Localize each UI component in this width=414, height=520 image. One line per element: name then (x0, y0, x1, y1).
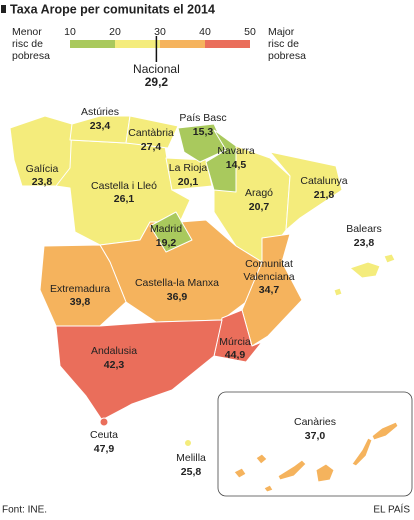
region-value: 23,8 (32, 176, 53, 188)
region-value: 39,8 (70, 296, 91, 308)
legend-low-text: risc de (12, 38, 43, 50)
region (39, 244, 127, 327)
region-value: 21,8 (314, 189, 335, 201)
region-value: 14,5 (226, 159, 247, 171)
labels: Galícia 23,8 Astúries 23,4 Cantàbria 27,… (26, 106, 382, 478)
legend-high-text: Major (268, 26, 295, 38)
region (241, 233, 303, 347)
island (383, 253, 396, 264)
title: Taxa Arope per comunitats el 2014 (10, 2, 215, 16)
region-name: Múrcia (219, 336, 251, 348)
inset-frame (217, 391, 413, 497)
legend-high-text: pobresa (268, 50, 306, 62)
title-marker (1, 5, 6, 13)
region-value: 27,4 (141, 141, 162, 153)
region-value: 44,9 (225, 349, 246, 361)
region-name: Balears (346, 223, 382, 235)
region (269, 151, 343, 231)
legend-low-text: pobresa (12, 50, 50, 62)
island (263, 484, 274, 493)
region-name: Castella-la Manxa (135, 277, 219, 289)
region-value: 26,1 (114, 193, 135, 205)
region-name: Navarra (217, 145, 255, 157)
region (165, 157, 213, 191)
region-value: 47,9 (94, 443, 115, 455)
region-name: Comunitat (245, 258, 293, 270)
island (371, 421, 399, 441)
region-name: Madrid (150, 223, 182, 235)
island (349, 261, 381, 279)
region-value: 42,3 (104, 359, 125, 371)
legend-tick-label: 40 (199, 26, 211, 38)
region-name: Ceuta (90, 429, 118, 441)
credit: EL PAÍS (373, 503, 410, 516)
region-name: País Basc (179, 112, 226, 124)
region (205, 129, 237, 193)
island (255, 453, 268, 465)
legend: Menor risc de pobresa Major risc de pobr… (12, 26, 306, 62)
legend-tick-label: 30 (154, 26, 166, 38)
region-value: 23,4 (90, 120, 111, 132)
region-value: 20,1 (178, 176, 199, 188)
region-value: 36,9 (167, 291, 188, 303)
legend-high-text: risc de (268, 38, 299, 50)
island (315, 463, 335, 483)
region-name: Astúries (81, 106, 119, 118)
island (351, 437, 373, 467)
legend-low-text: Menor (12, 26, 42, 38)
legend-bin (70, 40, 115, 48)
region-name: Canàries (294, 416, 336, 428)
region-name: Andalusia (91, 345, 137, 357)
region-value: 15,3 (193, 126, 214, 138)
region-value: 23,8 (354, 237, 375, 249)
legend-bin (205, 40, 250, 48)
region-value: 34,7 (259, 284, 280, 296)
legend-tick-label: 20 (109, 26, 121, 38)
region (333, 253, 396, 297)
region (55, 319, 223, 421)
national-name: Nacional (133, 62, 180, 76)
region-value: 37,0 (305, 430, 326, 442)
region-name: Melilla (176, 452, 206, 464)
national-value: 29,2 (145, 75, 169, 89)
region-name: Aragó (245, 187, 273, 199)
regions (9, 115, 413, 497)
region-value: 25,8 (181, 466, 202, 478)
island (333, 287, 343, 297)
legend-tick-label: 10 (64, 26, 76, 38)
region-name: Castella i Lleó (91, 180, 157, 192)
region (125, 115, 179, 149)
legend-bin (115, 40, 160, 48)
region-name: Catalunya (300, 175, 347, 187)
region (177, 123, 227, 163)
region-value: 20,7 (249, 201, 270, 213)
region-name: Galícia (26, 163, 59, 175)
region (99, 417, 109, 427)
region-name: Cantàbria (128, 127, 174, 139)
region-value: 19,2 (156, 237, 177, 249)
region (184, 439, 192, 447)
region (149, 211, 193, 253)
region-name: Valenciana (243, 271, 294, 283)
island (233, 467, 247, 479)
region (233, 421, 399, 493)
region-name: La Rioja (169, 162, 208, 174)
region (9, 115, 73, 187)
legend-bin (160, 40, 205, 48)
region-name: Extremadura (50, 283, 110, 295)
source: Font: INE. (2, 505, 47, 516)
legend-tick-label: 50 (244, 26, 256, 38)
island (277, 459, 307, 481)
